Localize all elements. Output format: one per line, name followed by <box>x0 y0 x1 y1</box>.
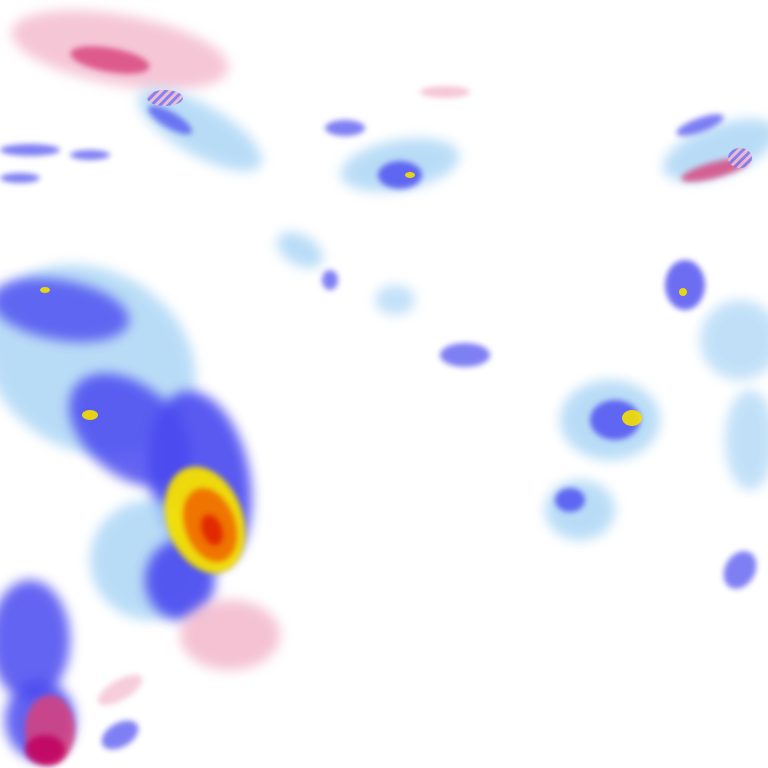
rain-heavy-area <box>405 172 415 178</box>
rain-area-light <box>725 390 768 490</box>
rain-heavy-area <box>679 288 687 296</box>
rain-heavy-area <box>40 287 50 293</box>
snow-area-light <box>420 86 470 98</box>
rain-area-light <box>277 231 323 269</box>
rain-area-light <box>662 118 768 182</box>
rain-area-light <box>700 300 768 380</box>
snow-area-heavy <box>25 735 65 765</box>
rain-heavy-area <box>82 410 98 420</box>
mixed-precip-area <box>147 90 183 106</box>
rain-area-moderate <box>70 150 110 160</box>
rain-area-light <box>375 285 415 315</box>
rain-area-moderate <box>378 161 422 189</box>
rain-area-moderate <box>0 173 40 183</box>
rain-area-moderate <box>322 270 338 290</box>
rain-area-light <box>138 88 262 172</box>
rain-area-moderate <box>0 144 60 156</box>
rain-area-moderate <box>325 120 365 136</box>
rain-area-moderate <box>676 114 724 136</box>
rain-area-moderate <box>665 260 705 310</box>
rain-area-moderate <box>555 488 585 512</box>
rain-area-moderate <box>0 278 130 342</box>
rain-extreme-area <box>201 514 223 546</box>
rain-area-moderate <box>147 105 193 135</box>
rain-area-moderate <box>440 343 490 367</box>
mixed-precip-area <box>728 148 752 168</box>
snow-area-light <box>180 600 280 670</box>
snow-area-moderate <box>70 46 150 74</box>
rain-area-moderate <box>723 551 757 589</box>
rain-area-light <box>545 480 615 540</box>
rain-area-moderate <box>0 580 70 700</box>
rain-heavy-area <box>622 410 642 426</box>
rain-area-moderate <box>590 400 640 440</box>
rain-area-moderate <box>101 720 139 750</box>
snow-area-light <box>97 674 143 706</box>
